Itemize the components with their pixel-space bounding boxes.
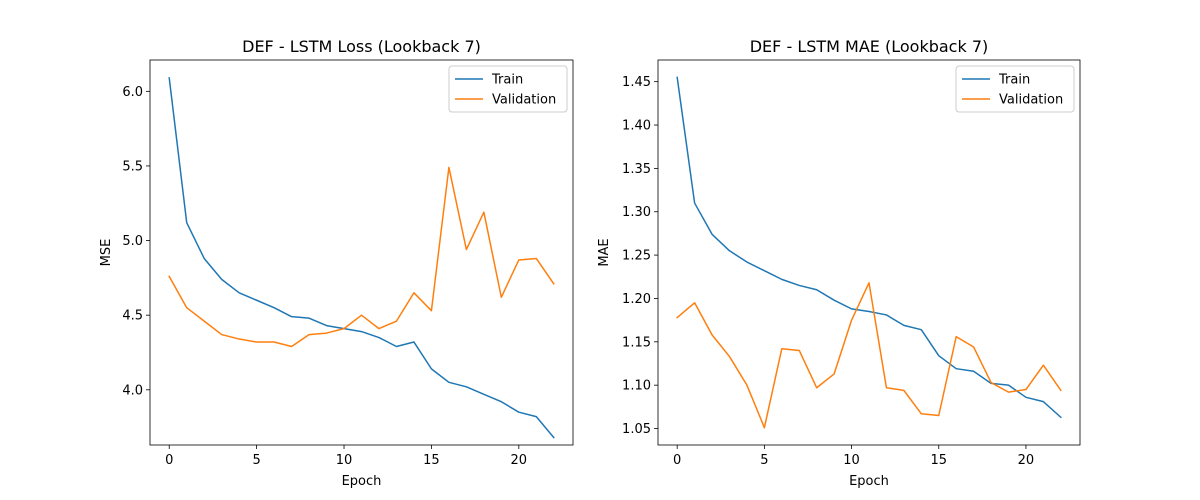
y-tick-label: 1.20 xyxy=(622,292,651,307)
y-tick-label: 1.25 xyxy=(622,249,651,264)
x-tick-label: 20 xyxy=(1018,453,1035,468)
x-tick-label: 0 xyxy=(673,453,681,468)
y-tick-label: 1.40 xyxy=(622,119,651,134)
y-tick-label: 1.35 xyxy=(622,162,651,177)
y-tick-label: 6.0 xyxy=(122,85,143,100)
x-tick-label: 5 xyxy=(252,453,260,468)
series-line-train xyxy=(168,77,555,439)
y-tick-label: 5.5 xyxy=(122,159,143,174)
y-tick-label: 5.0 xyxy=(122,234,143,249)
y-tick-label: 1.45 xyxy=(622,75,651,90)
chart-title: DEF - LSTM MAE (Lookback 7) xyxy=(750,37,989,56)
y-tick-label: 1.05 xyxy=(622,422,651,437)
y-tick-label: 1.30 xyxy=(622,205,651,220)
x-axis-label: Epoch xyxy=(342,474,382,489)
loss-chart: DEF - LSTM Loss (Lookback 7) Epoch MSE 0… xyxy=(99,37,574,489)
series-line-validation xyxy=(168,166,555,348)
legend-label-train: Train xyxy=(491,73,523,88)
x-tick-label: 15 xyxy=(423,453,440,468)
series-line-validation xyxy=(676,282,1062,429)
y-tick-label: 1.10 xyxy=(622,379,651,394)
mae-chart: DEF - LSTM MAE (Lookback 7) Epoch MAE 0 5… xyxy=(597,37,1081,489)
legend-box xyxy=(955,65,1075,113)
legend-label-train: Train xyxy=(998,73,1030,88)
legend-box xyxy=(448,65,568,113)
legend: Train Validation xyxy=(448,65,568,113)
x-tick-label: 20 xyxy=(511,453,528,468)
legend-label-validation: Validation xyxy=(492,93,556,108)
series-line-train xyxy=(676,76,1062,419)
x-tick-label: 15 xyxy=(930,453,947,468)
x-axis-label: Epoch xyxy=(849,474,889,489)
plot-frame xyxy=(149,59,574,446)
legend-label-validation: Validation xyxy=(999,93,1063,108)
x-tick-label: 0 xyxy=(165,453,173,468)
x-tick-label: 10 xyxy=(843,453,860,468)
y-axis-label: MSE xyxy=(99,239,114,267)
x-tick-label: 10 xyxy=(336,453,353,468)
y-tick-label: 4.5 xyxy=(122,309,143,324)
y-tick-label: 1.15 xyxy=(622,335,651,350)
x-tick-label: 5 xyxy=(760,453,768,468)
y-tick-label: 4.0 xyxy=(122,383,143,398)
y-axis-label: MAE xyxy=(597,238,612,266)
plot-frame xyxy=(657,59,1081,446)
chart-title: DEF - LSTM Loss (Lookback 7) xyxy=(242,37,481,56)
legend: Train Validation xyxy=(955,65,1075,113)
